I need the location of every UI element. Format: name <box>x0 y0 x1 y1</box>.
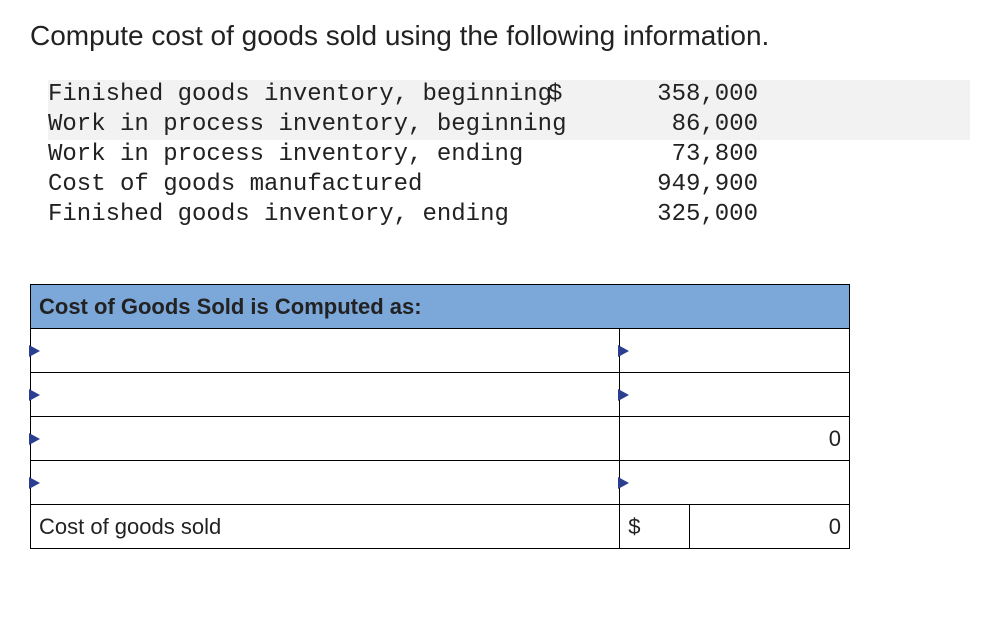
info-row: Finished goods inventory, ending 325,000 <box>48 200 970 230</box>
info-row: Work in process inventory, beginning 86,0… <box>48 110 970 140</box>
dropdown-tab-icon[interactable] <box>618 477 629 489</box>
calc-amount-cell[interactable]: 0 <box>620 417 850 461</box>
final-value-text: 0 <box>829 514 841 539</box>
currency-symbol-text: $ <box>628 514 640 539</box>
info-label: Work in process inventory, ending <box>48 140 548 170</box>
calc-amount-cell[interactable] <box>620 373 850 417</box>
info-currency-symbol <box>548 170 588 200</box>
calc-desc-cell[interactable] <box>31 373 620 417</box>
calc-row: 0 <box>31 417 850 461</box>
calc-row <box>31 329 850 373</box>
dropdown-tab-icon[interactable] <box>29 477 40 489</box>
given-info-block: Finished goods inventory, beginning$358,… <box>30 80 970 230</box>
calc-row <box>31 373 850 417</box>
info-currency-symbol <box>548 110 588 140</box>
info-label: Finished goods inventory, ending <box>48 200 548 230</box>
prompt-text: Compute cost of goods sold using the fol… <box>30 20 970 52</box>
info-row: Cost of goods manufactured 949,900 <box>48 170 970 200</box>
calc-desc-cell[interactable] <box>31 417 620 461</box>
dropdown-tab-icon[interactable] <box>618 345 629 357</box>
calc-desc-cell[interactable] <box>31 329 620 373</box>
dropdown-tab-icon[interactable] <box>618 389 629 401</box>
info-value: 86,000 <box>588 110 758 140</box>
info-label: Finished goods inventory, beginning <box>48 80 548 110</box>
dropdown-tab-icon[interactable] <box>29 433 40 445</box>
info-currency-symbol: $ <box>548 80 588 110</box>
final-label-text: Cost of goods sold <box>39 514 221 539</box>
final-value: 0 <box>690 505 850 549</box>
calc-amount-cell[interactable] <box>620 329 850 373</box>
info-currency-symbol <box>548 140 588 170</box>
info-row: Work in process inventory, ending 73,800 <box>48 140 970 170</box>
calc-row <box>31 461 850 505</box>
dropdown-tab-icon[interactable] <box>29 389 40 401</box>
info-value: 325,000 <box>588 200 758 230</box>
table-header: Cost of Goods Sold is Computed as: <box>31 285 850 329</box>
calc-amount-cell[interactable] <box>620 461 850 505</box>
info-value: 358,000 <box>588 80 758 110</box>
calc-desc-cell[interactable] <box>31 461 620 505</box>
final-label: Cost of goods sold <box>31 505 620 549</box>
final-currency-symbol: $ <box>620 505 690 549</box>
info-currency-symbol <box>548 200 588 230</box>
calc-value-text: 0 <box>829 426 841 451</box>
cogs-computation-table: Cost of Goods Sold is Computed as: 0 Cos… <box>30 284 850 549</box>
info-label: Cost of goods manufactured <box>48 170 548 200</box>
info-label: Work in process inventory, beginning <box>48 110 548 140</box>
info-value: 949,900 <box>588 170 758 200</box>
info-row: Finished goods inventory, beginning$358,… <box>48 80 970 110</box>
info-value: 73,800 <box>588 140 758 170</box>
dropdown-tab-icon[interactable] <box>29 345 40 357</box>
